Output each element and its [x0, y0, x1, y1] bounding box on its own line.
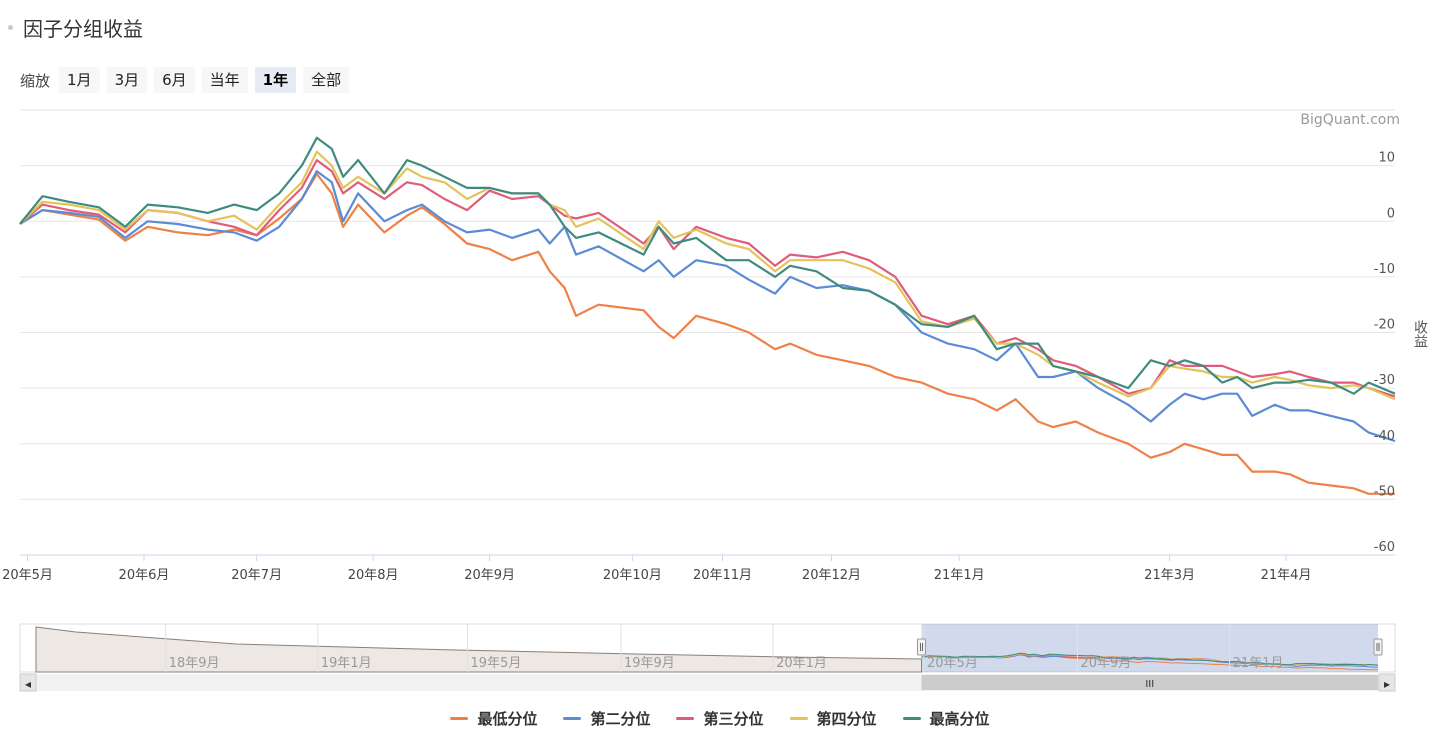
y-tick-label: -50 — [1374, 484, 1395, 499]
x-axis: 20年5月 20年6月 20年7月 20年8月 20年9月 20年10月 20年11月 20年… — [2, 555, 1311, 583]
zoom-button-1y[interactable]: 1年 — [254, 67, 297, 93]
legend-item-4[interactable]: 第四分位 — [789, 708, 877, 729]
grid-lines — [20, 109, 1395, 556]
legend: 最低分位 第二分位 第三分位 第四分位 最高分位 — [0, 708, 1440, 729]
scrollbar-left-button[interactable] — [19, 673, 37, 692]
legend-item-2[interactable]: 第二分位 — [563, 708, 650, 729]
x-tick-label: 20年10月 — [603, 568, 662, 583]
y-tick-label: 10 — [1378, 151, 1395, 166]
legend-item-3[interactable]: 第三分位 — [676, 708, 764, 729]
zoom-range-selector: 缩放 1月 3月 6月 当年 1年 全部 — [20, 66, 350, 94]
series-line-4[interactable] — [19, 150, 1396, 401]
x-tick-label: 20年7月 — [231, 568, 282, 583]
navigator-series-5 — [921, 652, 1379, 666]
legend-label: 最低分位 — [477, 710, 538, 728]
navigator-history-area — [35, 626, 923, 673]
legend-swatch-icon — [789, 717, 808, 720]
y-axis-title: 收益 — [1412, 320, 1428, 348]
navigator-label: 20年9月 — [1080, 656, 1131, 671]
chart-header: 因子分组收益 — [8, 12, 143, 42]
x-tick-label: 20年11月 — [693, 568, 752, 583]
watermark: BigQuant.com — [1300, 112, 1400, 128]
y-tick-label: -10 — [1374, 262, 1395, 277]
series-line-5[interactable] — [19, 136, 1396, 395]
series-line-1[interactable] — [19, 172, 1395, 495]
legend-label: 第四分位 — [816, 710, 877, 728]
series-line-2[interactable] — [19, 170, 1396, 443]
chart-canvas: 100-10-20-30-40-50-60 20年5月 20年6月 20年7月 20年… — [2, 109, 1428, 692]
x-tick-label: 21年1月 — [934, 568, 985, 583]
y-axis: 10 0 -10 -20 -30 -40 -50 -60 — [1374, 151, 1395, 555]
zoom-button-1m[interactable]: 1月 — [59, 67, 100, 93]
scrollbar-thumb[interactable] — [921, 675, 1378, 690]
navigator-label: 19年1月 — [321, 656, 372, 671]
navigator-label: 20年5月 — [927, 656, 978, 671]
navigator-label: 21年1月 — [1233, 656, 1284, 671]
navigator-label: 19年9月 — [624, 656, 675, 671]
series-line-3[interactable] — [19, 159, 1396, 398]
x-tick-label: 20年6月 — [119, 568, 170, 583]
legend-label: 第三分位 — [703, 710, 764, 728]
y-tick-label: -30 — [1374, 373, 1395, 388]
scroll-left-arrow-icon: ◂ — [25, 677, 31, 691]
legend-swatch-icon — [563, 717, 582, 720]
legend-swatch-icon — [902, 717, 921, 720]
x-tick-label: 20年5月 — [2, 568, 53, 583]
x-tick-label: 21年4月 — [1261, 568, 1312, 583]
y-tick-label: -20 — [1374, 318, 1395, 333]
navigator-handle-right[interactable] — [1373, 638, 1383, 656]
scrollbar-grip-icon: III — [1145, 679, 1154, 690]
chart-title: 因子分组收益 — [23, 16, 143, 41]
navigator-series-2 — [921, 654, 1379, 668]
zoom-button-6m[interactable]: 6月 — [154, 67, 195, 93]
plot-area — [19, 136, 1396, 495]
x-tick-label: 20年9月 — [464, 568, 515, 583]
legend-swatch-icon — [676, 717, 695, 720]
legend-label: 最高分位 — [929, 710, 990, 728]
scroll-right-arrow-icon: ▸ — [1384, 677, 1390, 691]
navigator-label: 19年5月 — [471, 656, 522, 671]
zoom-label: 缩放 — [20, 71, 51, 90]
navigator-handle-left[interactable] — [917, 638, 927, 656]
y-tick-label: -40 — [1374, 429, 1395, 444]
navigator-label: 18年9月 — [169, 656, 220, 671]
x-tick-label: 20年12月 — [802, 568, 861, 583]
legend-item-1[interactable]: 最低分位 — [450, 708, 537, 729]
zoom-button-3m[interactable]: 3月 — [106, 67, 148, 93]
x-tick-label: 20年8月 — [348, 568, 399, 583]
scrollbar-right-button[interactable] — [1378, 673, 1396, 692]
legend-item-5[interactable]: 最高分位 — [902, 708, 990, 729]
y-tick-label: -60 — [1374, 540, 1395, 555]
navigator-label: 20年1月 — [776, 656, 827, 671]
navigator: 18年9月 19年1月 19年5月 19年9月 20年1月 20年5月 20年9月 21年1月… — [19, 623, 1396, 692]
y-tick-label: 0 — [1387, 206, 1395, 221]
legend-swatch-icon — [450, 717, 469, 720]
title-bullet-icon — [8, 24, 13, 30]
zoom-button-ytd[interactable]: 当年 — [201, 67, 248, 93]
legend-label: 第二分位 — [590, 710, 651, 728]
x-tick-label: 21年3月 — [1144, 568, 1195, 583]
zoom-button-all[interactable]: 全部 — [303, 67, 350, 93]
